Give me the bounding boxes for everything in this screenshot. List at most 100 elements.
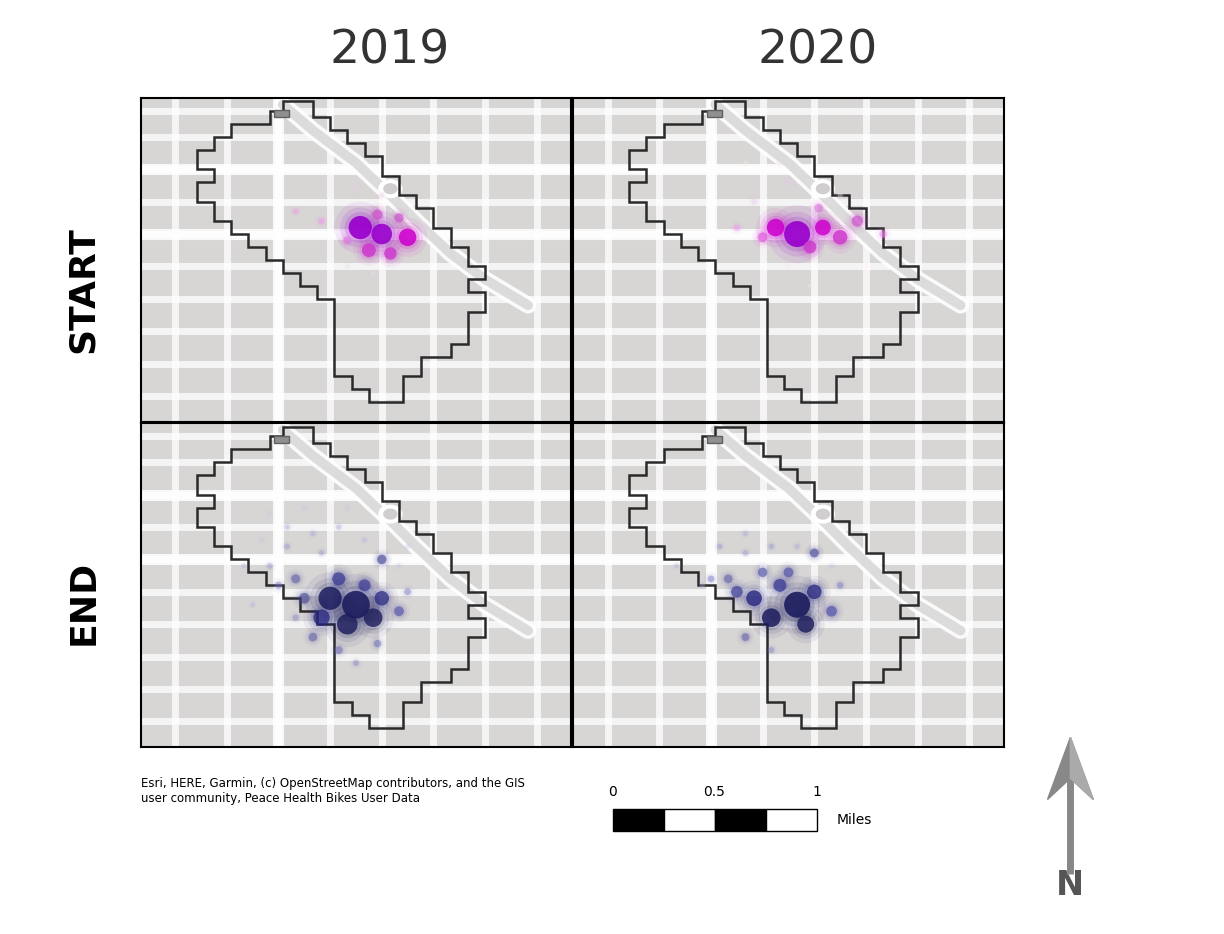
Point bbox=[830, 578, 849, 593]
Point bbox=[338, 616, 357, 631]
Point bbox=[778, 565, 798, 580]
Point bbox=[761, 610, 781, 625]
Point bbox=[761, 610, 781, 625]
Point bbox=[338, 259, 357, 274]
Point bbox=[295, 500, 315, 515]
Point bbox=[804, 545, 824, 560]
Point bbox=[372, 591, 392, 606]
Point bbox=[389, 210, 409, 225]
Point bbox=[278, 539, 297, 554]
Circle shape bbox=[816, 184, 830, 193]
Text: Miles: Miles bbox=[837, 814, 873, 827]
Point bbox=[787, 597, 807, 612]
Point bbox=[727, 220, 747, 235]
Point bbox=[796, 616, 815, 631]
Text: 2020: 2020 bbox=[758, 29, 878, 74]
Point bbox=[874, 227, 894, 242]
Text: 0.5: 0.5 bbox=[704, 785, 726, 799]
Point bbox=[736, 630, 755, 644]
Point bbox=[286, 610, 306, 625]
Point bbox=[338, 234, 357, 248]
Point bbox=[286, 572, 306, 587]
Point bbox=[329, 519, 349, 534]
Point bbox=[398, 230, 417, 245]
Point bbox=[667, 559, 687, 573]
Point bbox=[355, 578, 375, 593]
Point bbox=[278, 519, 297, 534]
Point bbox=[415, 220, 435, 235]
Bar bbox=[765, 810, 816, 830]
Point bbox=[710, 539, 730, 554]
Point bbox=[766, 220, 786, 235]
Point bbox=[372, 227, 392, 242]
Point bbox=[398, 230, 417, 245]
Point bbox=[346, 597, 366, 612]
Point bbox=[821, 559, 841, 573]
Point bbox=[787, 227, 807, 242]
Point bbox=[796, 616, 815, 631]
Point bbox=[736, 526, 755, 541]
Point bbox=[718, 572, 738, 587]
Point bbox=[821, 603, 841, 618]
Point bbox=[701, 572, 721, 587]
Point bbox=[809, 201, 829, 216]
Point bbox=[389, 559, 409, 573]
Point bbox=[800, 239, 820, 254]
Point bbox=[359, 243, 378, 258]
Point bbox=[778, 565, 798, 580]
Point bbox=[329, 643, 349, 658]
Point bbox=[242, 597, 262, 612]
Point bbox=[346, 597, 366, 612]
Point bbox=[364, 610, 383, 625]
Point bbox=[312, 545, 332, 560]
Point bbox=[736, 630, 755, 644]
Point bbox=[736, 155, 755, 170]
Point bbox=[312, 545, 332, 560]
Point bbox=[350, 220, 370, 235]
Point bbox=[389, 603, 409, 618]
Point bbox=[693, 578, 712, 593]
Point bbox=[830, 230, 849, 245]
Point bbox=[770, 155, 789, 170]
Point bbox=[259, 506, 279, 521]
Point bbox=[667, 559, 687, 573]
Point bbox=[372, 227, 392, 242]
Point bbox=[295, 591, 315, 606]
Point bbox=[736, 545, 755, 560]
Point bbox=[804, 545, 824, 560]
Point bbox=[761, 539, 781, 554]
Point bbox=[389, 210, 409, 225]
Point bbox=[242, 597, 262, 612]
Point bbox=[847, 214, 867, 229]
Polygon shape bbox=[1070, 738, 1093, 800]
Point bbox=[312, 214, 332, 229]
Point bbox=[286, 610, 306, 625]
Point bbox=[727, 585, 747, 600]
Point bbox=[804, 585, 824, 600]
Point bbox=[821, 559, 841, 573]
Point bbox=[398, 539, 417, 554]
Point bbox=[821, 603, 841, 618]
Point bbox=[398, 585, 417, 600]
Point bbox=[242, 597, 262, 612]
Point bbox=[830, 188, 849, 203]
Point bbox=[804, 585, 824, 600]
Point bbox=[813, 220, 832, 235]
Point bbox=[856, 259, 875, 274]
Point bbox=[286, 204, 306, 219]
Point bbox=[800, 278, 820, 293]
Point bbox=[269, 578, 289, 593]
Point bbox=[830, 188, 849, 203]
Point bbox=[744, 591, 764, 606]
Point bbox=[338, 234, 357, 248]
Point bbox=[364, 610, 383, 625]
Point bbox=[744, 194, 764, 209]
Point bbox=[355, 578, 375, 593]
Point bbox=[727, 220, 747, 235]
Point bbox=[744, 194, 764, 209]
Point bbox=[338, 500, 357, 515]
Point bbox=[355, 532, 375, 547]
Point bbox=[830, 188, 849, 203]
Bar bbox=[663, 810, 715, 830]
Point bbox=[381, 246, 400, 261]
